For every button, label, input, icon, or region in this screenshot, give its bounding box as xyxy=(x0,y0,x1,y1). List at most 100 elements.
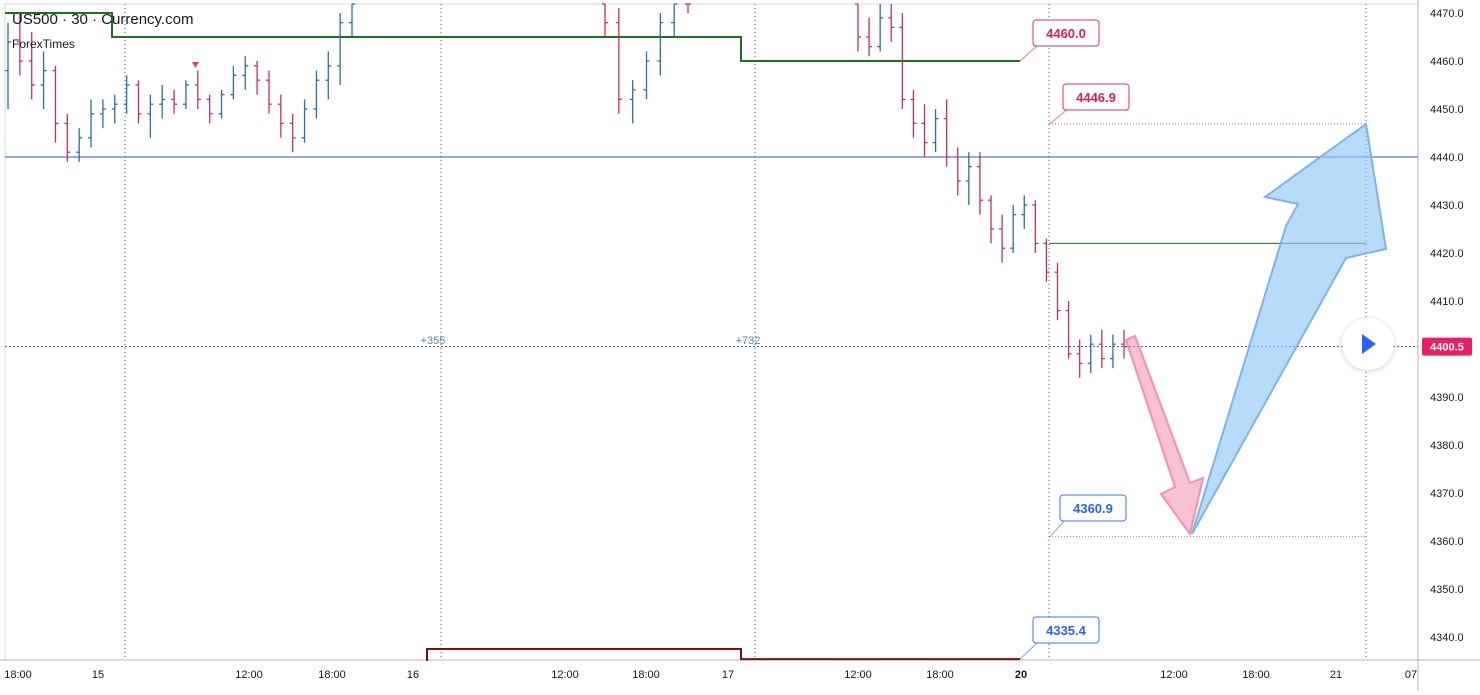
ohlc-bar xyxy=(1032,200,1039,253)
ohlc-bar xyxy=(671,3,678,37)
play-icon xyxy=(1362,334,1376,354)
ohlc-bar xyxy=(28,32,35,100)
ohlc-bar xyxy=(657,13,664,76)
ohlc-bar xyxy=(976,152,983,215)
label-4335-4-text: 4335.4 xyxy=(1046,623,1087,638)
label-4360-9-box xyxy=(1059,494,1127,522)
ohlc-bar xyxy=(999,214,1006,263)
y-tick-label: 4430.0 xyxy=(1430,200,1464,212)
ohlc-bar xyxy=(99,99,106,129)
x-tick-label: 18:00 xyxy=(926,669,954,681)
label-4460-box xyxy=(1032,19,1100,47)
y-tick-label: 4470.0 xyxy=(1430,8,1464,20)
label-4460-text: 4460.0 xyxy=(1046,26,1086,41)
ohlc-bar xyxy=(254,61,261,95)
label-4446-9-text: 4446.9 xyxy=(1076,90,1116,105)
ohlc-bar xyxy=(218,89,225,119)
ohlc-bar xyxy=(277,94,284,138)
ohlc-bar xyxy=(954,147,961,196)
ohlc-bar xyxy=(242,56,249,90)
symbol-title: US500 · 30 · Currency.com xyxy=(12,11,194,28)
ohlc-bar xyxy=(194,70,201,109)
ohlc-bar xyxy=(615,8,622,114)
ohlc-bar xyxy=(1121,329,1127,359)
label-4335-4: 4335.4 xyxy=(1019,616,1100,660)
ohlc-bar xyxy=(1109,334,1116,369)
y-tick-label: 4370.0 xyxy=(1430,488,1464,500)
ohlc-bar xyxy=(349,3,355,37)
ohlc-bar xyxy=(1065,301,1072,359)
y-tick-label: 4360.0 xyxy=(1430,536,1464,548)
ohlc-bar xyxy=(899,13,906,109)
x-tick-label: 18:00 xyxy=(632,669,660,681)
ohlc-bar xyxy=(40,51,47,109)
y-tick-label: 4380.0 xyxy=(1430,440,1464,452)
ohlc-bar xyxy=(159,85,166,119)
ohlc-bar xyxy=(685,3,691,13)
play-button[interactable] xyxy=(1342,318,1394,370)
ohlc-bar xyxy=(1076,339,1083,378)
ohlc-bar xyxy=(5,22,11,109)
plot-frame xyxy=(4,3,1419,661)
ohlc-bar xyxy=(313,70,320,119)
label-4446-9: 4446.9 xyxy=(1049,83,1130,125)
ohlc-bar xyxy=(921,104,928,157)
ohlc-bar xyxy=(182,80,189,109)
ohlc-bar xyxy=(147,94,154,138)
ohlc-bar xyxy=(52,65,59,143)
ohlc-bar xyxy=(629,80,636,124)
ohlc-bar xyxy=(76,128,83,162)
x-tick-label: 15 xyxy=(92,669,104,681)
ohlc-bar xyxy=(135,80,142,124)
y-tick-label: 4350.0 xyxy=(1430,584,1464,596)
y-tick-label: 4390.0 xyxy=(1430,392,1464,404)
ohlc-bar xyxy=(301,99,308,143)
ohlc-bar xyxy=(325,51,332,100)
ohlc-bar xyxy=(988,195,994,244)
ohlc-bar xyxy=(943,99,950,167)
y-tick-label: 4460.0 xyxy=(1430,56,1464,68)
signal-marker-icon xyxy=(192,62,199,68)
ohlc-bar xyxy=(16,13,23,76)
label-4335-4-box xyxy=(1032,616,1100,644)
ohlc-bar xyxy=(265,70,272,114)
x-tick-label: 17 xyxy=(722,669,734,681)
y-tick-label: 4340.0 xyxy=(1430,632,1464,644)
x-tick-label: 18:00 xyxy=(318,669,346,681)
ohlc-bar xyxy=(1098,329,1105,369)
current-price-badge: 4400.5 xyxy=(1422,337,1472,356)
label-4460: 4460.0 xyxy=(1019,19,1100,62)
x-tick-label: 12:00 xyxy=(235,669,263,681)
ohlc-bar xyxy=(123,75,130,114)
y-tick-label: 4410.0 xyxy=(1430,296,1464,308)
session-change-2: +732 xyxy=(736,335,761,347)
label-4446-9-box xyxy=(1062,83,1130,111)
ohlc-bar xyxy=(602,3,608,37)
green-step-line xyxy=(5,12,1020,62)
ohlc-bar xyxy=(171,89,178,114)
ohlc-bar xyxy=(888,4,895,42)
ohlc-bar xyxy=(88,99,95,148)
ohlc-bar xyxy=(1010,205,1017,253)
ohlc-bar xyxy=(1043,238,1050,282)
ohlc-bar xyxy=(877,4,884,52)
ohlc-bar xyxy=(1021,195,1028,229)
price-badge-text: 4400.5 xyxy=(1430,342,1464,354)
x-tick-label: 12:00 xyxy=(1160,669,1188,681)
label-4360-9-text: 4360.9 xyxy=(1073,501,1113,516)
ohlc-bar xyxy=(932,109,939,153)
ohlc-bar xyxy=(111,94,118,124)
x-tick-label: 21 xyxy=(1330,669,1342,681)
label-4360-9: 4360.9 xyxy=(1049,494,1127,538)
label-4335-4-pointer xyxy=(1019,640,1040,660)
y-tick-label: 4450.0 xyxy=(1430,104,1464,116)
y-tick-label: 4420.0 xyxy=(1430,248,1464,260)
session-change-1: +355 xyxy=(421,335,446,347)
ohlc-bar xyxy=(230,65,237,100)
ohlc-bar xyxy=(206,94,213,124)
ohlc-bar xyxy=(337,13,344,85)
ohlc-bar xyxy=(64,113,71,162)
label-4446-9-pointer xyxy=(1049,107,1070,125)
